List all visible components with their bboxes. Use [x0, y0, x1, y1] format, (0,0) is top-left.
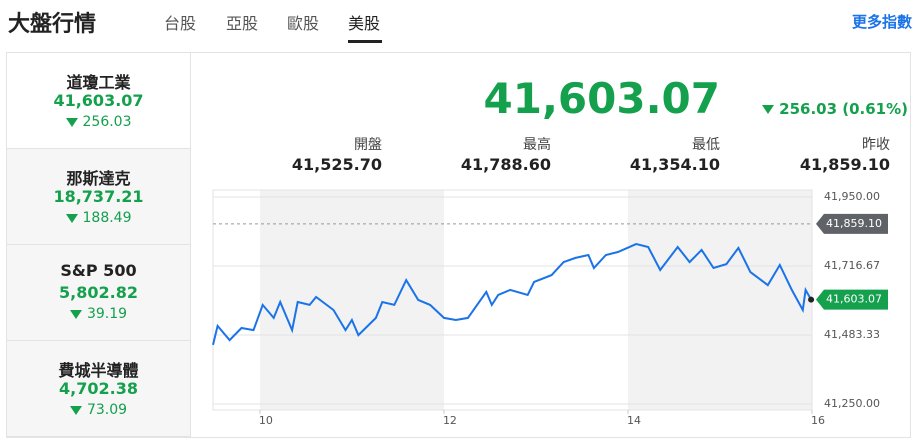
session-band	[259, 190, 444, 410]
tab[interactable]: 台股	[164, 14, 197, 33]
session-band	[627, 190, 812, 410]
tab[interactable]: 亞股	[226, 14, 259, 33]
down-arrow	[65, 117, 78, 127]
stat-label: 昨收	[862, 137, 890, 153]
tab[interactable]: 歐股	[287, 14, 320, 33]
last-label: 41,603.07	[826, 293, 882, 306]
stat-label: 最低	[692, 137, 720, 153]
price-line	[212, 242, 812, 346]
tab[interactable]: 美股	[348, 14, 381, 33]
panel	[6, 52, 911, 438]
index-name: 費城半導體	[58, 361, 139, 380]
index-change: 256.03	[7, 114, 190, 130]
index-name: 那斯達克	[66, 169, 131, 188]
index-item[interactable]: 那斯達克 18,737.21 188.49	[7, 149, 190, 245]
reference-tag	[816, 213, 888, 234]
divider	[190, 52, 191, 438]
index-item[interactable]: 道瓊工業 41,603.07 256.03	[7, 53, 190, 149]
index-name: 道瓊工業	[66, 73, 131, 92]
stat-value: 41,525.70	[291, 155, 382, 174]
index-name: S&P 500	[60, 261, 137, 280]
index-value: 41,603.07	[53, 91, 144, 110]
change-text: 256.03 (0.61%)	[779, 100, 908, 118]
y-tick-label: 41,483.33	[824, 328, 880, 341]
y-tick-label: 41,950.00	[824, 190, 880, 203]
x-tick-label: 12	[443, 414, 457, 427]
price: 41,603.07	[483, 74, 720, 123]
stat-label: 最高	[523, 137, 551, 153]
index-change: 39.19	[7, 306, 190, 322]
reference-label: 41,859.10	[826, 217, 882, 230]
index-value: 18,737.21	[53, 187, 144, 206]
change: 256.03 (0.61%)	[762, 100, 908, 118]
last-point	[808, 296, 815, 303]
index-change: 188.49	[7, 210, 190, 226]
more-link[interactable]: 更多指數	[851, 13, 912, 31]
x-tick-label: 10	[259, 414, 273, 427]
last-tag	[816, 289, 888, 310]
down-arrow	[65, 213, 78, 223]
index-value: 5,802.82	[59, 283, 138, 302]
index-value: 4,702.38	[59, 379, 138, 398]
down-arrow	[69, 405, 82, 415]
x-tick-label: 14	[627, 414, 641, 427]
change-text: 39.19	[86, 306, 128, 322]
tab-underline	[348, 40, 382, 43]
y-tick-label: 41,716.67	[824, 259, 880, 272]
down-arrow	[69, 309, 82, 319]
title: 大盤行情	[8, 12, 97, 37]
index-item[interactable]: 費城半導體 4,702.38 73.09	[7, 341, 190, 437]
stat-value: 41,788.60	[460, 155, 551, 174]
x-tick-label: 16	[811, 414, 825, 427]
index-change: 73.09	[7, 402, 190, 418]
y-tick-label: 41,250.00	[824, 397, 880, 410]
change-text: 73.09	[86, 402, 128, 418]
change-text: 188.49	[82, 210, 132, 226]
change-text: 256.03	[82, 114, 132, 130]
index-item[interactable]: S&P 500 5,802.82 39.19	[7, 245, 190, 341]
stat-label: 開盤	[354, 137, 382, 153]
stat-value: 41,859.10	[799, 155, 890, 174]
stat-value: 41,354.10	[629, 155, 720, 174]
